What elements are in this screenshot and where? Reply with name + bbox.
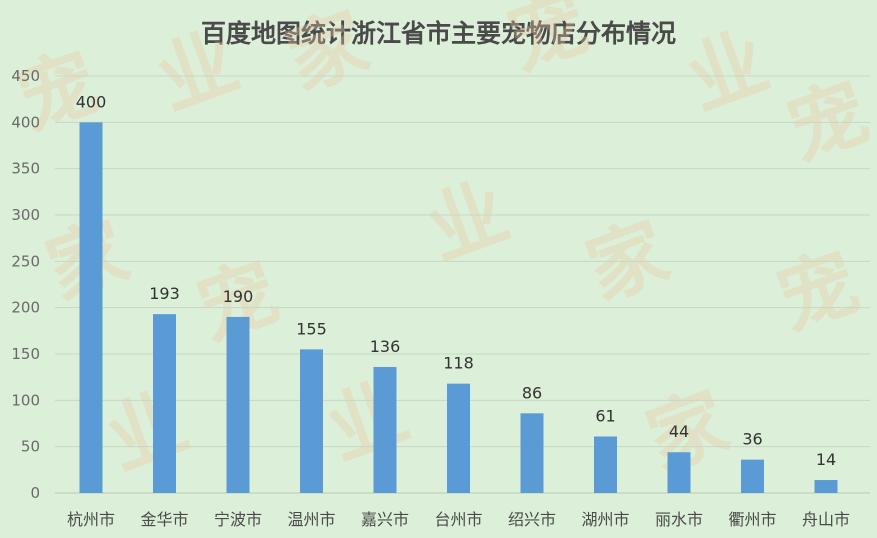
y-tick-label: 100	[11, 391, 40, 409]
bar-6	[447, 383, 470, 493]
x-tick-label: 湖州市	[581, 510, 629, 529]
x-tick-label: 宁波市	[214, 510, 262, 529]
y-tick-label: 0	[30, 484, 40, 502]
x-tick-label: 金华市	[140, 510, 188, 529]
watermark-glyph: 业	[95, 376, 199, 488]
data-label: 190	[223, 287, 254, 306]
y-tick-label: 200	[11, 299, 40, 317]
watermark-glyph: 业	[145, 16, 249, 128]
bar-1	[79, 122, 103, 493]
x-tick-label: 杭州市	[67, 510, 115, 529]
data-label: 36	[742, 430, 762, 449]
bar-7	[520, 413, 544, 493]
data-label: 136	[370, 337, 401, 356]
watermark-glyph: 业	[315, 366, 419, 478]
y-tick-label: 300	[11, 206, 40, 224]
y-tick-label: 450	[11, 67, 40, 85]
x-tick-label: 衢州市	[728, 510, 776, 529]
data-label: 155	[296, 319, 327, 338]
watermark-glyph: 家	[275, 0, 379, 108]
data-label: 44	[669, 422, 689, 441]
y-tick-label: 350	[11, 160, 40, 178]
bar-9	[667, 452, 691, 493]
data-label: 118	[443, 354, 474, 373]
bar-3	[226, 316, 250, 493]
y-tick-label: 50	[21, 438, 40, 456]
bar-5	[373, 366, 397, 493]
bar-8	[594, 436, 617, 493]
data-label: 14	[816, 450, 836, 469]
watermark-glyph: 宠	[495, 0, 599, 88]
data-label: 193	[149, 284, 180, 303]
bar-2	[153, 314, 176, 493]
x-tick-label: 丽水市	[655, 510, 703, 529]
x-tick-label: 绍兴市	[508, 510, 556, 529]
bar-10	[741, 459, 764, 493]
watermark-glyph: 宠	[775, 66, 877, 178]
data-label: 400	[76, 92, 107, 111]
y-tick-label: 400	[11, 113, 40, 131]
data-label: 86	[522, 383, 542, 402]
chart-title: 百度地图统计浙江省市主要宠物店分布情况	[200, 19, 676, 48]
bar-4	[300, 349, 323, 493]
x-tick-label: 温州市	[287, 510, 335, 529]
x-tick-label: 台州市	[434, 510, 482, 529]
y-tick-label: 150	[11, 345, 40, 363]
data-label: 61	[595, 406, 615, 425]
bar-11	[814, 480, 838, 493]
watermark-glyph: 业	[675, 16, 779, 128]
x-tick-label: 嘉兴市	[361, 510, 409, 529]
x-tick-label: 舟山市	[802, 510, 850, 529]
watermark-glyph: 宠	[765, 236, 869, 348]
y-tick-label: 250	[11, 252, 40, 270]
